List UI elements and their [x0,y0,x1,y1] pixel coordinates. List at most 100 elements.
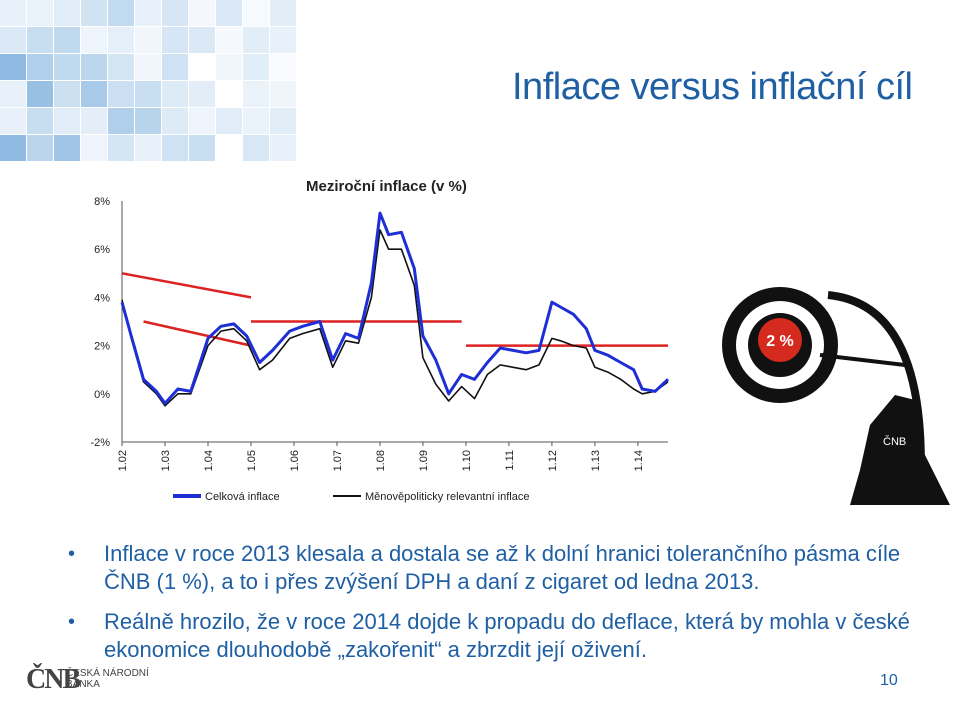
x-tick-label: 1.04 [203,450,215,471]
mosaic-tile [54,27,80,53]
mosaic-tile [189,81,215,107]
series-line-headline [120,211,670,405]
mosaic-tile [54,81,80,107]
mosaic-tile [27,135,53,161]
mosaic-tile [81,0,107,26]
mosaic-tile [108,27,134,53]
legend-label: Měnověpoliticky relevantní inflace [365,491,529,503]
mosaic-tile [0,108,26,134]
mosaic-tile [135,27,161,53]
x-tick-label: 1.05 [246,450,258,471]
mosaic-tile [216,27,242,53]
mosaic-tile [135,81,161,107]
bullet-text: Inflace v roce 2013 klesala a dostala se… [104,541,901,594]
x-tick-label: 1.10 [461,450,473,471]
mosaic-tile [243,0,269,26]
mosaic-tile [243,54,269,80]
y-tick-label: 0% [94,389,110,401]
mosaic-tile [189,108,215,134]
mosaic-tile [108,81,134,107]
mosaic-tile [81,27,107,53]
mosaic-tile [108,108,134,134]
mosaic-tile [216,54,242,80]
mosaic-tile [270,81,296,107]
archer-label: ČNB [883,435,906,448]
mosaic-tile [162,135,188,161]
mosaic-tile [0,81,26,107]
series-line-monetary [121,229,669,407]
y-tick-label: 8% [94,196,110,208]
arrow-icon [819,353,906,367]
mosaic-tile [108,135,134,161]
mosaic-tile [81,54,107,80]
mosaic-tile [135,0,161,26]
mosaic-tile [135,108,161,134]
mosaic-tile [54,135,80,161]
mosaic-tile [108,0,134,26]
inflation-chart: 8% 6% 4% 2% 0% -2% 1.02 1.03 1.04 1.05 1.06 1.07 1.0… [90,196,670,503]
mosaic-tile [189,27,215,53]
mosaic-tile [27,27,53,53]
cnb-logo: ČNB ČESKÁ NÁRODNÍ BANKA [26,664,149,696]
mosaic-tile [162,108,188,134]
target-bullseye [758,318,802,362]
mosaic-tile [270,135,296,161]
mosaic-tile [27,0,53,26]
mosaic-tile [27,54,53,80]
y-tick-label: -2% [90,437,110,449]
x-tick-label: 1.11 [504,450,516,471]
target-label: 2 % [766,333,794,350]
slide-title: Inflace versus inflační cíl [512,66,913,108]
target-line [121,272,252,299]
x-tick-label: 1.14 [633,450,645,471]
mosaic-tile [162,81,188,107]
mosaic-tile [243,108,269,134]
mosaic-tile [54,54,80,80]
mosaic-tile [270,0,296,26]
x-tick-label: 1.07 [332,450,344,471]
mosaic-tile [162,54,188,80]
mosaic-tile [270,54,296,80]
mosaic-tile [27,108,53,134]
mosaic-tile [216,0,242,26]
x-tick-label: 1.09 [418,450,430,471]
logo-name: ČESKÁ NÁRODNÍ BANKA [66,668,149,690]
y-tick-label: 4% [94,292,110,304]
mosaic-tile [108,54,134,80]
mosaic-tile [162,0,188,26]
mosaic-tile [81,135,107,161]
x-tick-label: 1.06 [289,450,301,471]
mosaic-tile [0,54,26,80]
mosaic-tile [81,81,107,107]
archer-icon [850,395,950,505]
page-number: 10 [880,672,898,689]
bullet-icon: • [68,543,76,565]
mosaic-tile [0,135,26,161]
x-tick-label: 1.12 [547,450,559,471]
y-tick-label: 2% [94,341,110,353]
y-tick-label: 6% [94,244,110,256]
mosaic-tile [54,108,80,134]
mosaic-tile [270,27,296,53]
mosaic-tile [27,81,53,107]
mosaic-tile [243,135,269,161]
x-tick-label: 1.08 [375,450,387,471]
mosaic-tile [135,54,161,80]
mosaic-tile [243,27,269,53]
mosaic-tile [162,27,188,53]
logo-mark: ČNB [26,664,81,695]
bullet-item: • Inflace v roce 2013 klesala a dostala … [68,540,948,596]
header-mosaic [0,0,296,161]
mosaic-tile [189,0,215,26]
mosaic-tile [135,135,161,161]
mosaic-tile [0,0,26,26]
bullet-text: Reálně hrozilo, že v roce 2014 dojde k p… [104,609,910,662]
bullet-list: • Inflace v roce 2013 klesala a dostala … [68,540,948,676]
chart-title: Meziroční inflace (v %) [306,178,467,195]
mosaic-tile [81,108,107,134]
mosaic-tile [216,108,242,134]
legend-label: Celková inflace [205,491,280,503]
target-illustration: 2 % ČNB [722,287,950,505]
bullet-icon: • [68,611,76,633]
x-tick-label: 1.03 [160,450,172,471]
